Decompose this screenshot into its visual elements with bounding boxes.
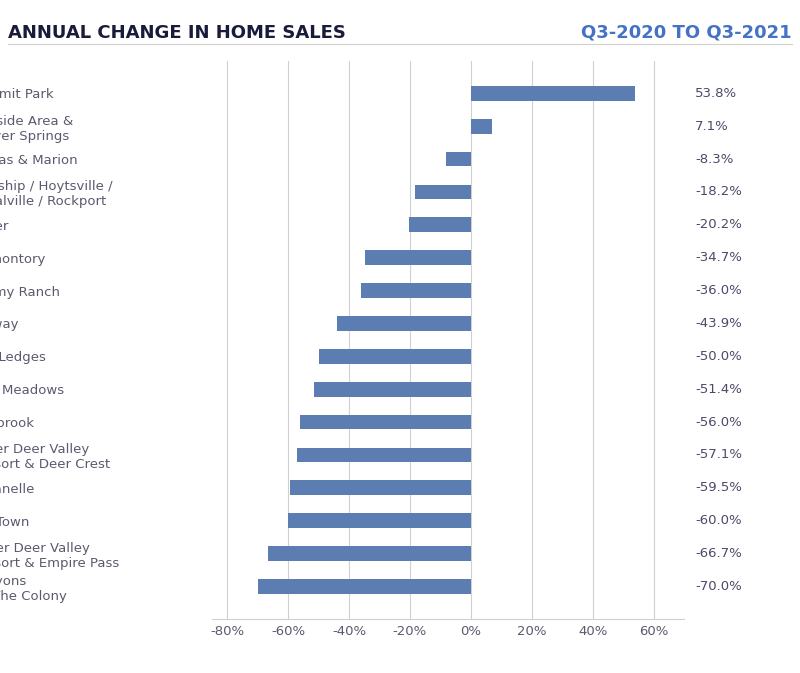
Text: -18.2%: -18.2% bbox=[695, 186, 742, 199]
Bar bbox=[258, 579, 471, 594]
Text: Q3-2020 TO Q3-2021: Q3-2020 TO Q3-2021 bbox=[582, 24, 792, 42]
Text: 53.8%: 53.8% bbox=[695, 87, 738, 100]
Bar bbox=[337, 316, 471, 331]
Bar bbox=[471, 86, 634, 101]
Text: -70.0%: -70.0% bbox=[695, 580, 742, 593]
Text: -43.9%: -43.9% bbox=[695, 317, 742, 330]
Bar bbox=[288, 513, 471, 528]
Text: -8.3%: -8.3% bbox=[695, 153, 734, 166]
Text: ANNUAL CHANGE IN HOME SALES: ANNUAL CHANGE IN HOME SALES bbox=[8, 24, 346, 42]
Text: -20.2%: -20.2% bbox=[695, 218, 742, 232]
Text: -50.0%: -50.0% bbox=[695, 350, 742, 363]
Text: -60.0%: -60.0% bbox=[695, 514, 742, 527]
Text: -66.7%: -66.7% bbox=[695, 547, 742, 560]
Text: -36.0%: -36.0% bbox=[695, 284, 742, 297]
Bar bbox=[471, 119, 493, 134]
Bar bbox=[365, 250, 471, 265]
Bar bbox=[290, 481, 471, 495]
Bar bbox=[300, 415, 471, 429]
Text: -57.1%: -57.1% bbox=[695, 448, 742, 462]
Bar bbox=[362, 283, 471, 298]
Text: -56.0%: -56.0% bbox=[695, 415, 742, 429]
Text: -34.7%: -34.7% bbox=[695, 251, 742, 264]
Text: -59.5%: -59.5% bbox=[695, 481, 742, 494]
Bar bbox=[446, 151, 471, 166]
Text: 7.1%: 7.1% bbox=[695, 120, 729, 133]
Bar bbox=[410, 217, 471, 232]
Text: -51.4%: -51.4% bbox=[695, 383, 742, 396]
Bar bbox=[297, 448, 471, 462]
Bar bbox=[268, 546, 471, 561]
Bar bbox=[314, 382, 471, 396]
Bar bbox=[318, 349, 471, 363]
Bar bbox=[415, 184, 471, 199]
